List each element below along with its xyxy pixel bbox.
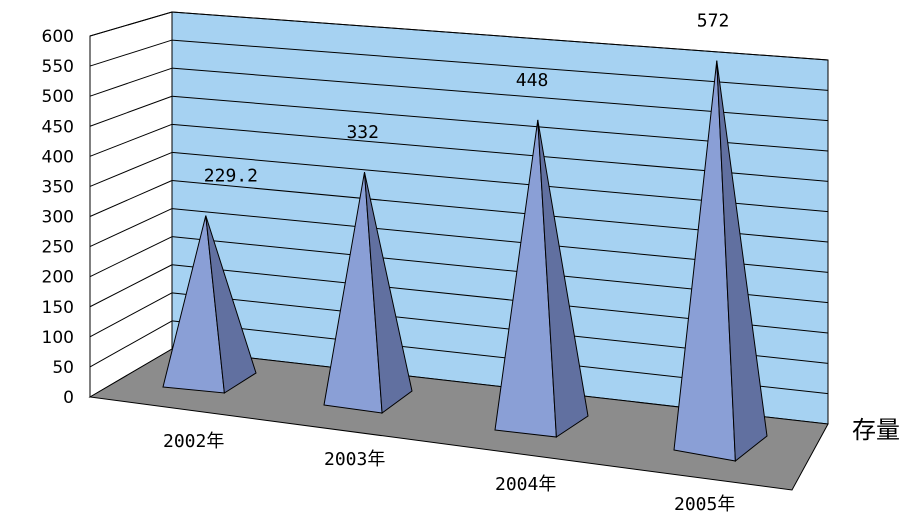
- data-label: 572: [697, 11, 730, 32]
- pyramid-bar: [494, 119, 589, 438]
- y-tick-label: 50: [52, 358, 74, 378]
- pyramid-side-face: [716, 60, 768, 462]
- y-tick-label: 100: [42, 328, 74, 348]
- pyramid-bars: [162, 60, 768, 462]
- data-label: 332: [346, 122, 379, 143]
- y-tick-label: 450: [42, 117, 74, 137]
- pyramid-bar: [323, 172, 413, 414]
- y-tick-label: 500: [42, 87, 74, 107]
- data-label: 448: [516, 70, 549, 91]
- y-tick-label: 600: [42, 27, 74, 47]
- chart-floor: [88, 348, 829, 491]
- y-tick-label: 350: [42, 177, 74, 197]
- x-category-label: 2004年: [495, 474, 556, 495]
- pyramid-bar: [673, 60, 768, 462]
- gridline: [89, 11, 829, 61]
- y-tick-label: 400: [42, 147, 74, 167]
- pyramid-side-face: [205, 215, 257, 394]
- y-axis-ticks: 0 50 100 150 200 250 300 350 400 450 500 550 600: [42, 27, 74, 408]
- chart-left-wall: [89, 11, 173, 398]
- y-tick-label: 550: [42, 57, 74, 77]
- pyramid-bar: [162, 215, 257, 394]
- y-tick-label: 0: [63, 388, 74, 408]
- y-tick-label: 200: [42, 268, 74, 288]
- x-category-label: 2003年: [324, 449, 385, 470]
- y-tick-label: 250: [42, 238, 74, 258]
- y-tick-label: 300: [42, 208, 74, 228]
- data-label: 229.2: [204, 166, 258, 187]
- x-category-label: 2005年: [674, 494, 735, 515]
- pyramid-side-face: [363, 172, 413, 414]
- series-label: 存量: [852, 416, 900, 444]
- x-axis-categories: 2002年 2003年 2004年 2005年: [163, 431, 735, 515]
- pyramid-side-face: [537, 119, 589, 438]
- x-category-label: 2002年: [163, 431, 224, 452]
- y-tick-label: 150: [42, 298, 74, 318]
- data-labels: 229.2 332 448 572: [204, 11, 730, 187]
